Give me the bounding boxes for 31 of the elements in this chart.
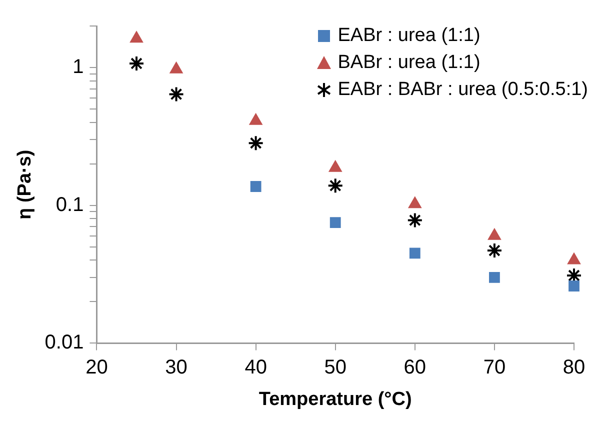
point — [250, 181, 262, 192]
point — [568, 280, 580, 292]
x-tick-label: 60 — [404, 356, 426, 379]
y-tick-label: 0.01 — [44, 332, 84, 354]
x-tick-label: 20 — [86, 356, 108, 379]
point — [248, 135, 264, 152]
y-tick-label: 0.1 — [56, 194, 84, 216]
x-axis-title: Temperature (°C) — [258, 388, 412, 410]
point — [406, 212, 423, 228]
y-axis-title: η (Pa·s) — [14, 150, 36, 220]
legend-label: EABr : urea (1:1) — [338, 24, 480, 48]
x-tick-label: 40 — [244, 356, 267, 379]
point — [168, 86, 184, 102]
point — [330, 217, 341, 228]
x-tick-label: 30 — [165, 356, 188, 379]
point — [409, 248, 420, 259]
point — [489, 272, 500, 283]
legend-label: BABr : urea (1:1) — [338, 51, 480, 75]
x-tick-label: 50 — [324, 356, 346, 379]
point — [249, 113, 262, 125]
x-tick-label: 80 — [562, 356, 586, 379]
point — [327, 178, 344, 194]
x-tick-label: 70 — [483, 356, 506, 379]
point — [328, 160, 342, 172]
legend-label: EABr : BABr : urea (0.5:0.5:1) — [338, 78, 588, 102]
point — [128, 55, 144, 72]
point — [170, 62, 183, 74]
point — [130, 31, 144, 43]
point — [408, 196, 422, 208]
y-tick-label: 1 — [72, 56, 84, 78]
point — [486, 242, 502, 259]
